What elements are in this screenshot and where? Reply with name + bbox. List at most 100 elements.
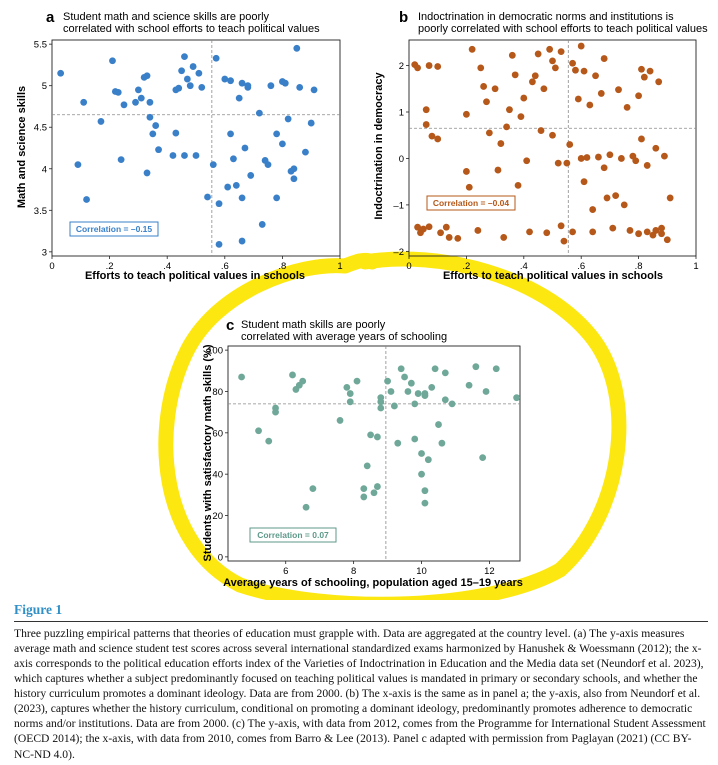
chart-c-point [299, 377, 307, 385]
chart-a-point [221, 75, 229, 83]
chart-b-point [543, 229, 551, 237]
chart-b-point [638, 65, 645, 73]
chart-c-xlabel: Average years of schooling, population a… [223, 577, 523, 589]
chart-c-point [343, 383, 351, 391]
chart-c-point [377, 404, 385, 412]
chart-a-ytick-label: 4 [42, 164, 47, 175]
chart-b-point [503, 123, 510, 131]
chart-b-point [569, 59, 576, 67]
chart-c-correlation: Correlation = 0.07 [257, 530, 329, 540]
chart-b-point [554, 159, 562, 167]
chart-a-point [74, 161, 82, 169]
chart-b-point [511, 71, 519, 79]
chart-c-point [384, 377, 391, 385]
chart-b-point [428, 132, 436, 140]
chart-a-point [132, 98, 139, 106]
chart-b-point [600, 55, 608, 62]
chart-a: a Student math and science skills are po… [16, 9, 343, 282]
chart-c-point [255, 427, 262, 435]
chart-b-point [592, 72, 599, 80]
chart-b-point [425, 223, 433, 231]
chart-c-xtick-label: 6 [283, 566, 288, 577]
chart-b-xtick-label: .2 [462, 261, 470, 272]
chart-b-point [586, 101, 594, 109]
chart-b-point [560, 237, 568, 245]
chart-a-point [247, 172, 255, 179]
chart-b-point [557, 48, 565, 56]
chart-a-point [209, 161, 217, 169]
chart-b-point [500, 234, 508, 241]
chart-a-point [273, 130, 281, 138]
chart-a-point [189, 63, 197, 70]
chart-b-point [652, 227, 660, 234]
chart-a-point [238, 237, 246, 245]
chart-b-point [514, 181, 522, 189]
chart-b-point [632, 157, 640, 165]
chart-b-point [655, 78, 663, 86]
chart-c-title-line2: correlated with average years of schooli… [241, 331, 447, 343]
chart-b-point [468, 45, 476, 53]
chart-a-point [281, 79, 289, 87]
chart-b-point [615, 86, 622, 94]
chart-c-point [265, 437, 273, 445]
chart-c-point [373, 483, 381, 490]
chart-b-point [508, 51, 516, 59]
chart-b-point [480, 83, 488, 90]
chart-b-point [658, 230, 665, 238]
chart-a-ytick-label: 3.5 [34, 206, 47, 217]
chart-a-point [120, 101, 128, 109]
chart-b-point [551, 64, 559, 72]
chart-c-ylabel: Students with satisfactory math skills (… [202, 344, 214, 561]
chart-a-xtick-label: 1 [337, 261, 342, 272]
chart-b-point [606, 151, 614, 159]
chart-b-point [666, 194, 674, 202]
chart-a-point [290, 165, 298, 173]
chart-c-point [418, 470, 425, 478]
chart-b-point [463, 168, 470, 175]
chart-a-point [235, 94, 243, 102]
chart-b-point [529, 78, 536, 86]
chart-b-xtick-label: .6 [577, 261, 585, 272]
chart-a-ytick-label: 5.5 [34, 40, 47, 51]
chart-a-point [284, 115, 292, 123]
chart-c-point [424, 456, 432, 464]
chart-b-point [658, 224, 665, 232]
chart-c-point [513, 394, 521, 402]
figure-label: Figure 1 [14, 602, 63, 617]
chart-b-point [534, 50, 542, 58]
chart-b-ytick-label: –1 [393, 200, 404, 211]
chart-a-plot-frame [51, 39, 341, 257]
chart-b-xtick-label: 1 [693, 261, 698, 272]
chart-a-xlabel: Efforts to teach political values in sch… [85, 270, 305, 282]
chart-c-point [414, 390, 422, 397]
chart-a-point [230, 155, 237, 163]
chart-a-point [302, 148, 309, 156]
chart-c-point [479, 454, 487, 462]
chart-a-xtick-label: .6 [221, 261, 229, 272]
chart-a-ytick-label: 4.5 [34, 123, 47, 134]
chart-c-point [421, 392, 429, 400]
chart-c-point [390, 402, 398, 410]
chart-a-point [195, 69, 203, 77]
chart-a-point [227, 77, 234, 85]
chart-b-xtick-label: .4 [520, 261, 528, 272]
chart-b-point [531, 72, 539, 80]
chart-b-point [626, 227, 634, 234]
chart-a-point [238, 79, 246, 87]
chart-c-point [377, 394, 385, 402]
chart-a-title-line1: Student math and science skills are poor… [63, 11, 270, 23]
chart-a-point [143, 169, 151, 177]
chart-c-point [397, 365, 405, 373]
chart-b-point [620, 201, 628, 209]
chart-a-point [181, 53, 188, 61]
chart-c-point [363, 462, 371, 470]
chart-a-point [227, 130, 234, 138]
chart-b-point [465, 183, 473, 191]
chart-c-ytick-label: 40 [212, 470, 223, 481]
chart-b-point [600, 164, 608, 172]
chart-c-point [346, 398, 354, 406]
chart-a-point [155, 146, 162, 154]
chart-c-point [309, 485, 317, 493]
chart-b-point [640, 73, 648, 81]
chart-a-point [215, 240, 223, 248]
